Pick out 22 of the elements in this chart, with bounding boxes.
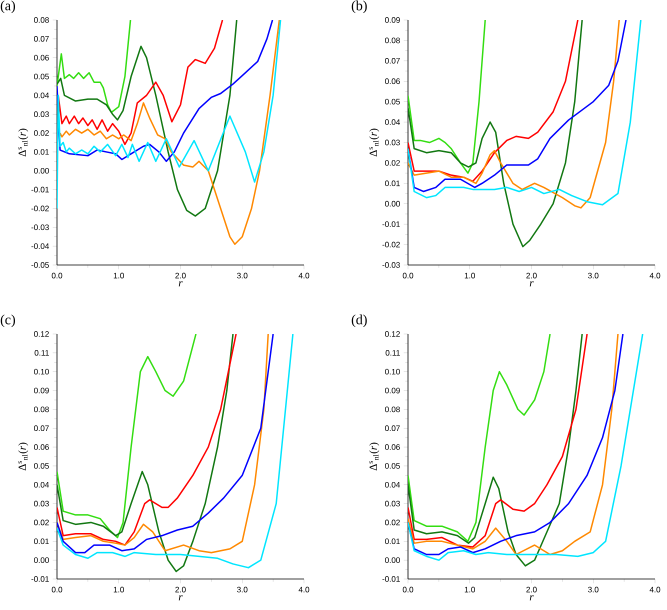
chart-title: (d) <box>352 314 367 328</box>
chart-title: (a) <box>0 0 16 14</box>
line-series <box>57 20 282 210</box>
y-axis-title: Δ$^{s}$$_{nl}$(r) <box>18 442 28 470</box>
line-series <box>57 20 238 217</box>
x-axis-title: r <box>530 281 534 286</box>
y-axis-title: Δ$^{s}$$_{nl}$(r) <box>369 442 380 470</box>
y-axis-title: Δ$^{s}$$_{nl}$(r) <box>369 128 380 156</box>
x-axis-title: r <box>178 595 183 600</box>
y-axis-title: Δ$^{s}$$_{nl}$(r) <box>18 128 28 156</box>
line-series <box>57 334 197 538</box>
line-series <box>408 20 486 174</box>
chart-title: (c) <box>0 314 16 328</box>
x-axis-title: r <box>530 595 534 600</box>
line-series <box>57 20 224 146</box>
line-series <box>59 20 280 246</box>
chart-title: (b) <box>352 0 367 14</box>
line-series <box>57 20 132 114</box>
line-series <box>408 20 583 248</box>
line-series <box>408 334 551 542</box>
x-axis-title: r <box>178 281 183 286</box>
line-series <box>57 20 274 162</box>
